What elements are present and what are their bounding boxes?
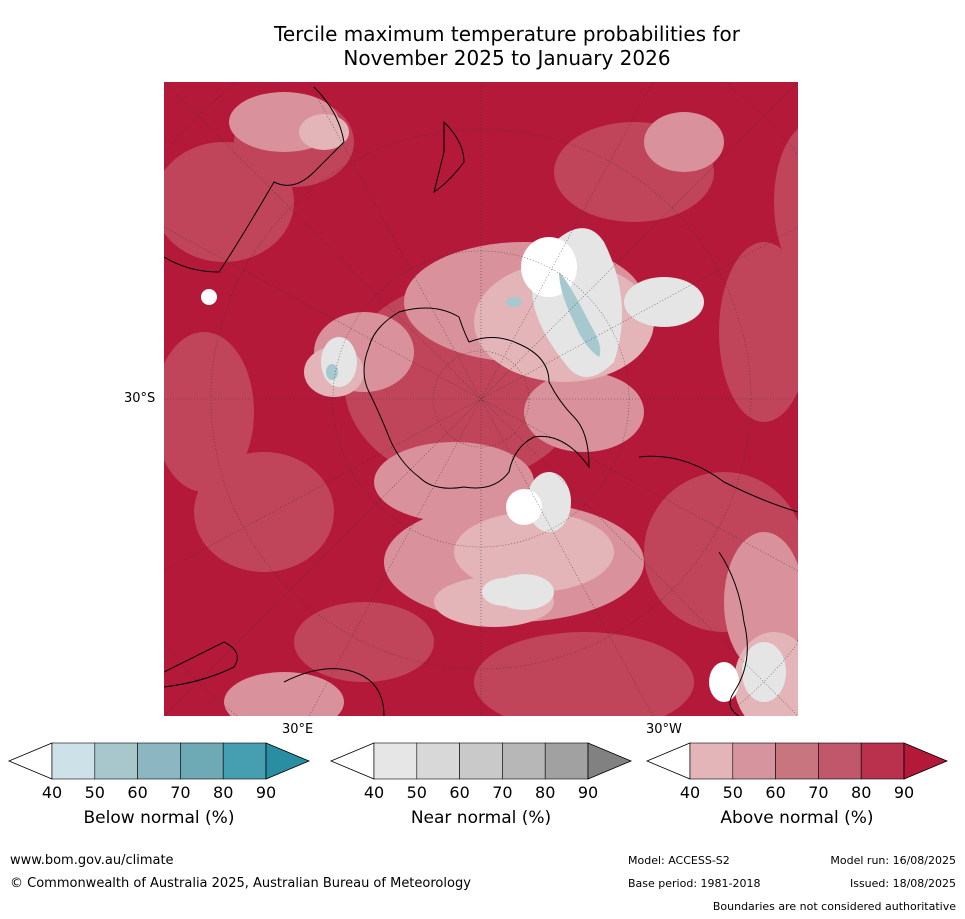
colorbar-tick-label: 90 — [255, 783, 277, 802]
colorbar-below-box-4 — [222, 742, 267, 780]
colorbar-below-max-triangle — [265, 742, 311, 780]
colorbar-above-min-triangle — [645, 742, 691, 780]
colorbar-below-box-2 — [137, 742, 181, 780]
colorbar-below-box-1 — [94, 742, 138, 780]
colorbar-tick-label: 40 — [363, 783, 385, 802]
colorbar-near-svg — [329, 742, 633, 780]
antarctica-coastline — [363, 307, 590, 489]
colorbar-above-box-1 — [732, 742, 776, 780]
longitude-label-30e: 30°E — [282, 722, 314, 737]
australia-coastline — [164, 86, 345, 273]
colorbar-below-min-triangle — [7, 742, 53, 780]
footer-base-period: Base period: 1981-2018 — [628, 877, 761, 890]
map-title: Tercile maximum temperature probabilitie… — [163, 22, 851, 70]
south-america-coastline — [638, 455, 798, 716]
colorbar-below-ticks: 40 50 60 70 80 90 — [9, 783, 309, 802]
footer-issued: Issued: 18/08/2025 — [849, 877, 956, 890]
colorbar-tick-label: 40 — [41, 783, 63, 802]
probability-map — [164, 82, 798, 716]
polar-projection-map — [164, 82, 798, 716]
colorbar-near-max-triangle — [587, 742, 633, 780]
colorbar-tick-label: 80 — [213, 783, 234, 802]
colorbar-tick-label: 50 — [406, 783, 427, 802]
colorbar-near-min-triangle — [329, 742, 375, 780]
africa-coastline — [164, 641, 385, 716]
colorbar-above-label: Above normal (%) — [720, 808, 874, 828]
colorbar-tick-label: 70 — [492, 783, 513, 802]
latitude-label-30s: 30°S — [124, 391, 156, 406]
colorbar-above-box-3 — [818, 742, 862, 780]
colorbar-tick-label: 60 — [765, 783, 786, 802]
shading-below-normal — [326, 272, 601, 380]
colorbar-tick-label: 60 — [449, 783, 470, 802]
colorbar-tick-label: 70 — [808, 783, 829, 802]
colorbar-below-label: Below normal (%) — [83, 808, 235, 828]
colorbar-above-max-triangle — [903, 742, 949, 780]
colorbar-near-box-3 — [502, 742, 546, 780]
colorbar-tick-label: 60 — [127, 783, 148, 802]
colorbar-above-ticks: 40 50 60 70 80 90 — [647, 783, 947, 802]
colorbar-below-normal — [7, 742, 311, 783]
colorbar-tick-label: 80 — [535, 783, 556, 802]
colorbar-near-box-0 — [373, 742, 418, 780]
colorbar-above-box-0 — [689, 742, 734, 780]
colorbar-near-box-4 — [544, 742, 589, 780]
graticule — [164, 82, 798, 716]
colorbar-tick-label: 50 — [84, 783, 105, 802]
title-line-2: November 2025 to January 2026 — [343, 46, 671, 70]
colorbar-above-box-2 — [775, 742, 819, 780]
colorbar-near-box-2 — [459, 742, 503, 780]
colorbar-near-ticks: 40 50 60 70 80 90 — [331, 783, 631, 802]
colorbar-near-normal — [329, 742, 633, 783]
colorbar-tick-label: 40 — [679, 783, 701, 802]
footer-model-run: Model run: 16/08/2025 — [830, 854, 956, 867]
longitude-label-30w: 30°W — [646, 722, 682, 737]
colorbar-below-box-3 — [180, 742, 224, 780]
colorbar-above-box-4 — [860, 742, 905, 780]
colorbar-tick-label: 50 — [722, 783, 743, 802]
footer-model: Model: ACCESS-S2 — [628, 854, 730, 867]
colorbar-tick-label: 90 — [893, 783, 915, 802]
colorbar-below-box-0 — [51, 742, 96, 780]
colorbar-below-svg — [7, 742, 311, 780]
title-line-1: Tercile maximum temperature probabilitie… — [274, 22, 740, 46]
colorbar-tick-label: 80 — [851, 783, 872, 802]
colorbar-tick-label: 70 — [170, 783, 191, 802]
colorbar-above-svg — [645, 742, 949, 780]
colorbar-above-normal — [645, 742, 949, 783]
colorbar-near-box-1 — [416, 742, 460, 780]
colorbar-tick-label: 90 — [577, 783, 599, 802]
colorbar-near-label: Near normal (%) — [410, 808, 552, 828]
footer-disclaimer: Boundaries are not considered authoritat… — [712, 900, 956, 913]
new-zealand-coastline — [433, 120, 465, 194]
footer-copyright: © Commonwealth of Australia 2025, Austra… — [10, 876, 471, 891]
footer-website: www.bom.gov.au/climate — [10, 853, 174, 868]
